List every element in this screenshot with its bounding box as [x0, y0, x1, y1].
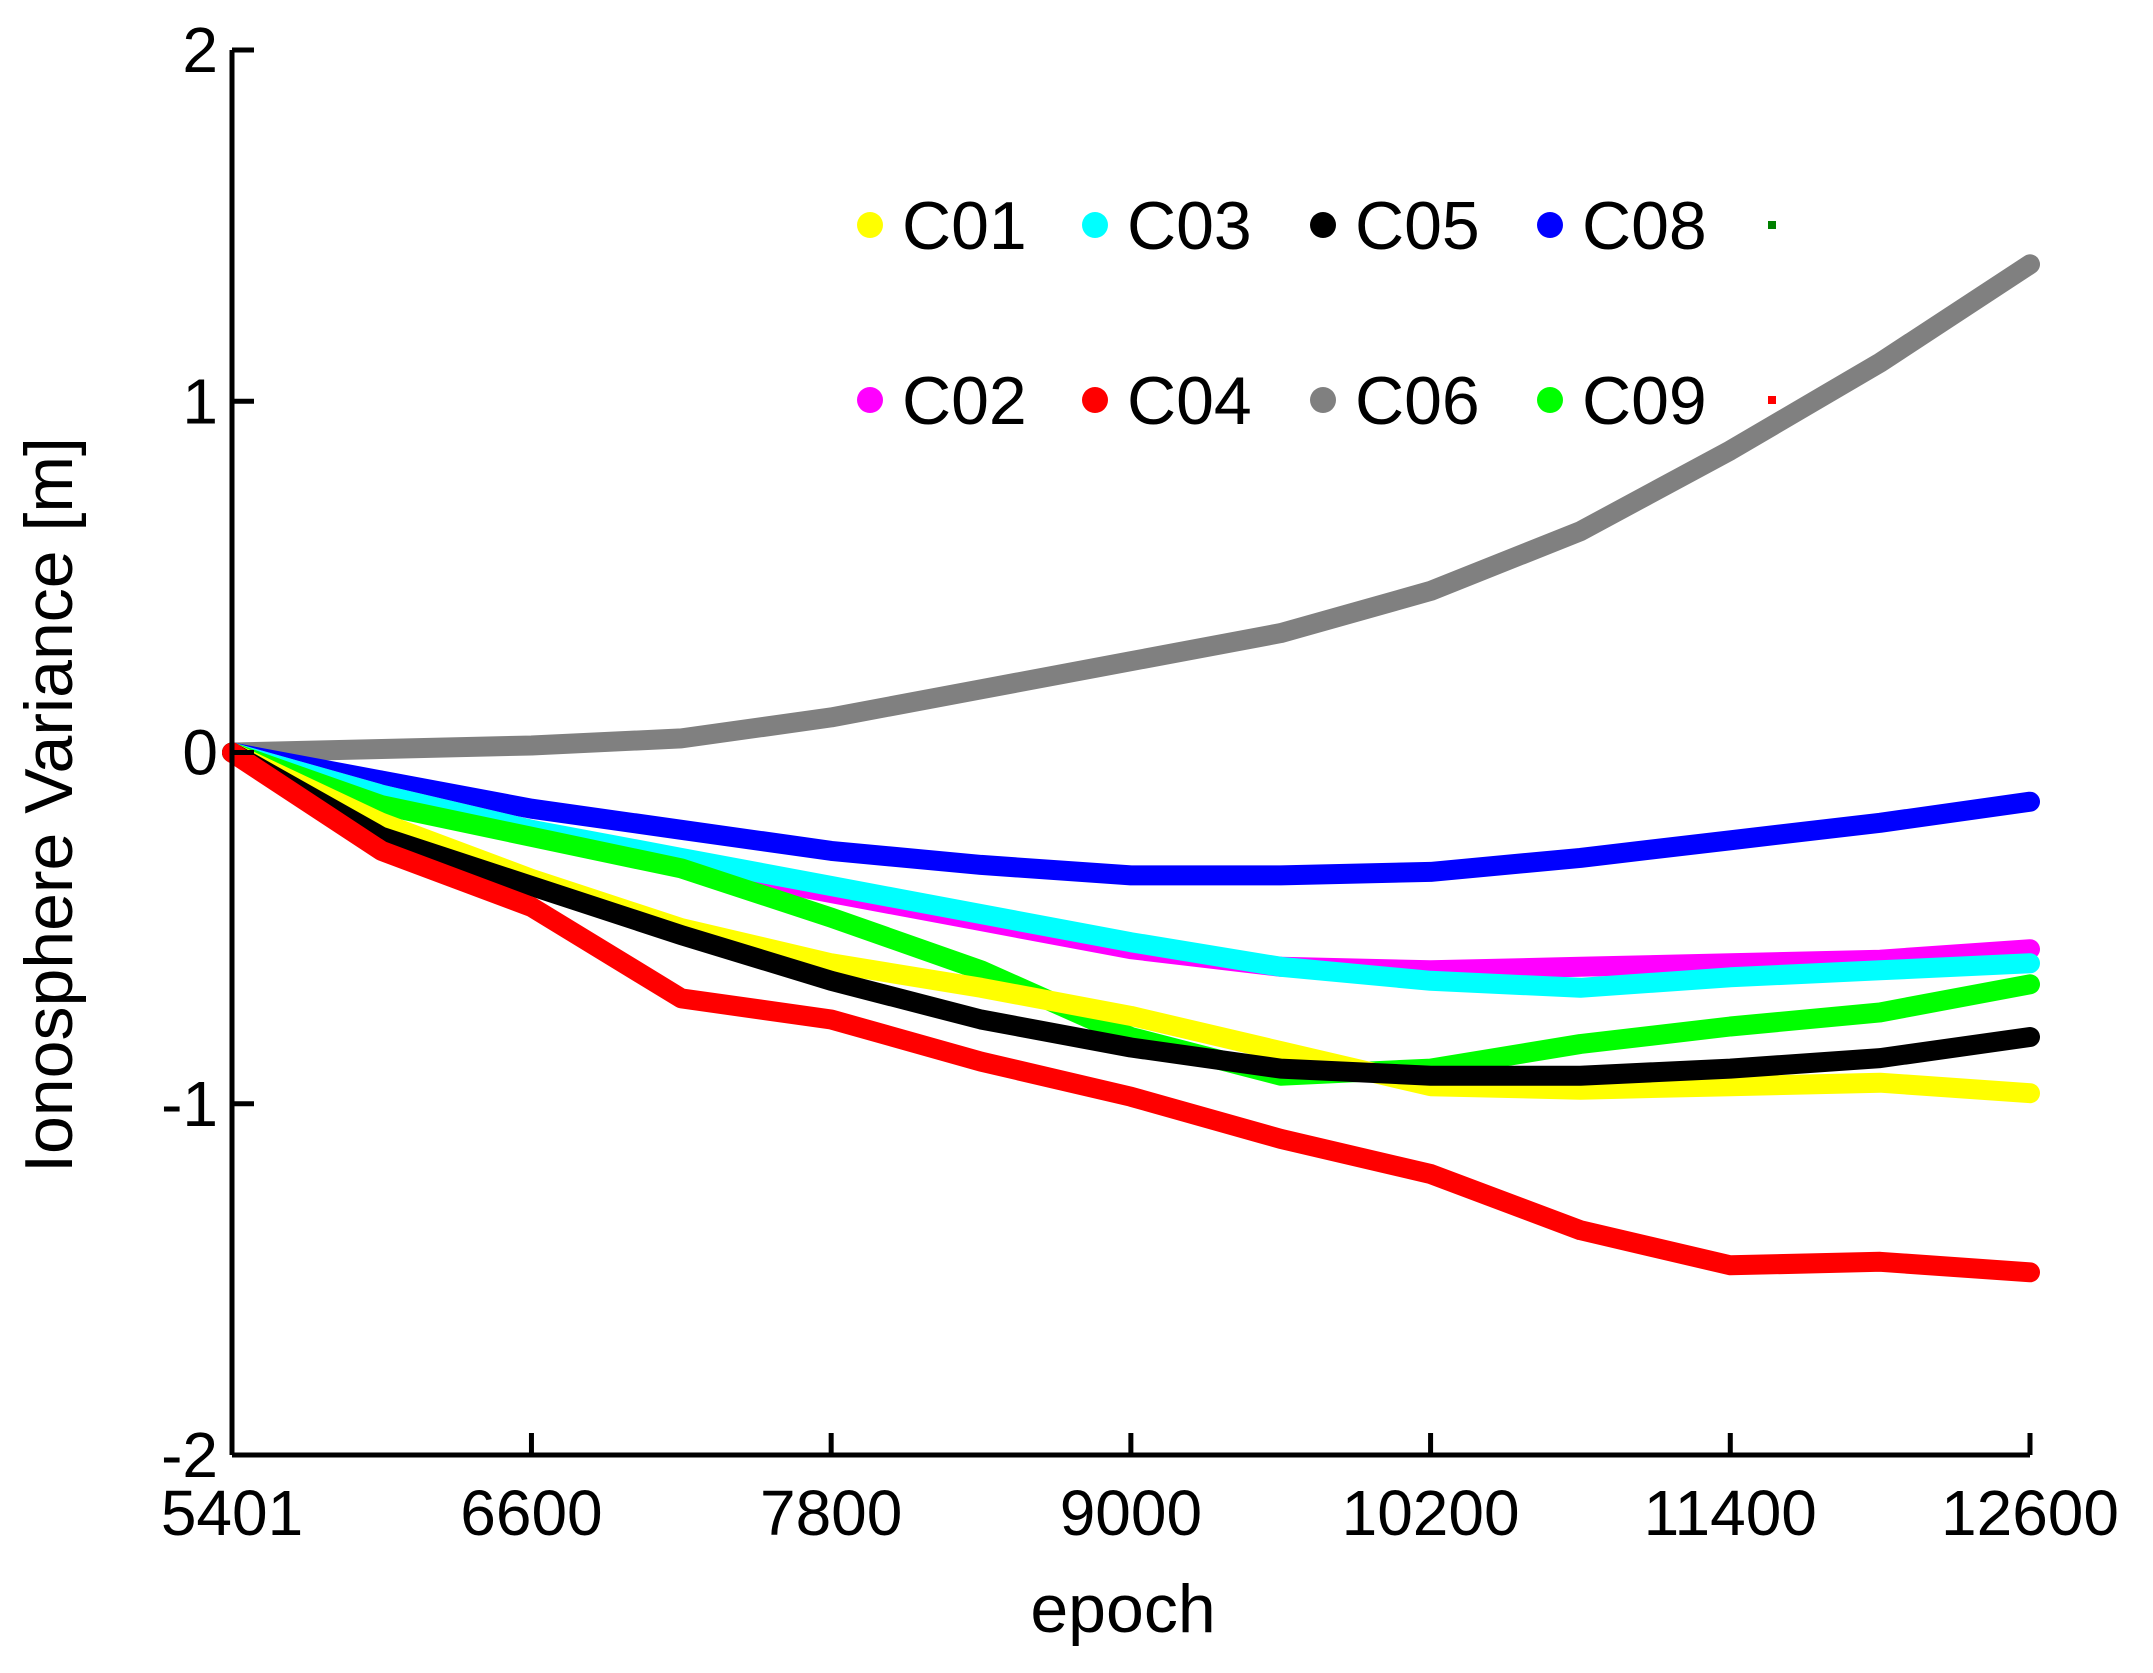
legend-marker-c04	[1082, 387, 1108, 413]
legend-marker-c01	[857, 212, 883, 238]
x-tick-label: 9000	[1060, 1477, 1202, 1549]
y-tick-label: 2	[182, 14, 218, 86]
x-tick-label: 5401	[161, 1477, 303, 1549]
y-tick-label: -1	[161, 1068, 218, 1140]
x-tick-label: 10200	[1342, 1477, 1520, 1549]
legend-marker-c05	[1310, 212, 1336, 238]
legend-marker-c02	[857, 387, 883, 413]
series-layer	[222, 254, 2040, 1283]
legend-label-c05: C05	[1355, 188, 1480, 264]
legend-label-c09: C09	[1582, 363, 1707, 439]
y-tick-label: -2	[161, 1419, 218, 1491]
series-line-c09	[222, 742, 2040, 1086]
legend-label-c04: C04	[1127, 363, 1252, 439]
legend-marker-unlabeled	[1768, 221, 1776, 229]
legend-label-c02: C02	[902, 363, 1027, 439]
y-tick-label: 0	[182, 717, 218, 789]
axes-layer: -2 -1 0 1 2 5401 6600 7800 9000 10200 11400 12600	[161, 14, 2119, 1549]
series-line-c08	[222, 742, 2040, 886]
x-axis-label: epoch	[1030, 1571, 1215, 1647]
x-tick-label: 11400	[1644, 1477, 1817, 1549]
x-tick-label: 6600	[460, 1477, 602, 1549]
legend-label-c03: C03	[1127, 188, 1252, 264]
legend-label-c01: C01	[902, 188, 1027, 264]
series-line-c05	[222, 742, 2040, 1086]
x-tick-label: 12600	[1941, 1477, 2119, 1549]
legend-marker-unlabeled	[1768, 396, 1776, 404]
x-tick-label: 7800	[760, 1477, 902, 1549]
series-line-c06	[222, 254, 2040, 763]
legend: C01 C03 C05 C08 C02 C04 C06 C09	[857, 188, 1776, 439]
y-axis-label: Ionosphere Variance [m]	[11, 437, 87, 1173]
y-tick-label: 1	[182, 365, 218, 437]
legend-marker-c08	[1537, 212, 1563, 238]
legend-marker-c03	[1082, 212, 1108, 238]
legend-label-c06: C06	[1355, 363, 1480, 439]
legend-marker-c09	[1537, 387, 1563, 413]
legend-marker-c06	[1310, 387, 1336, 413]
legend-label-c08: C08	[1582, 188, 1707, 264]
series-line-c04	[222, 742, 2040, 1283]
